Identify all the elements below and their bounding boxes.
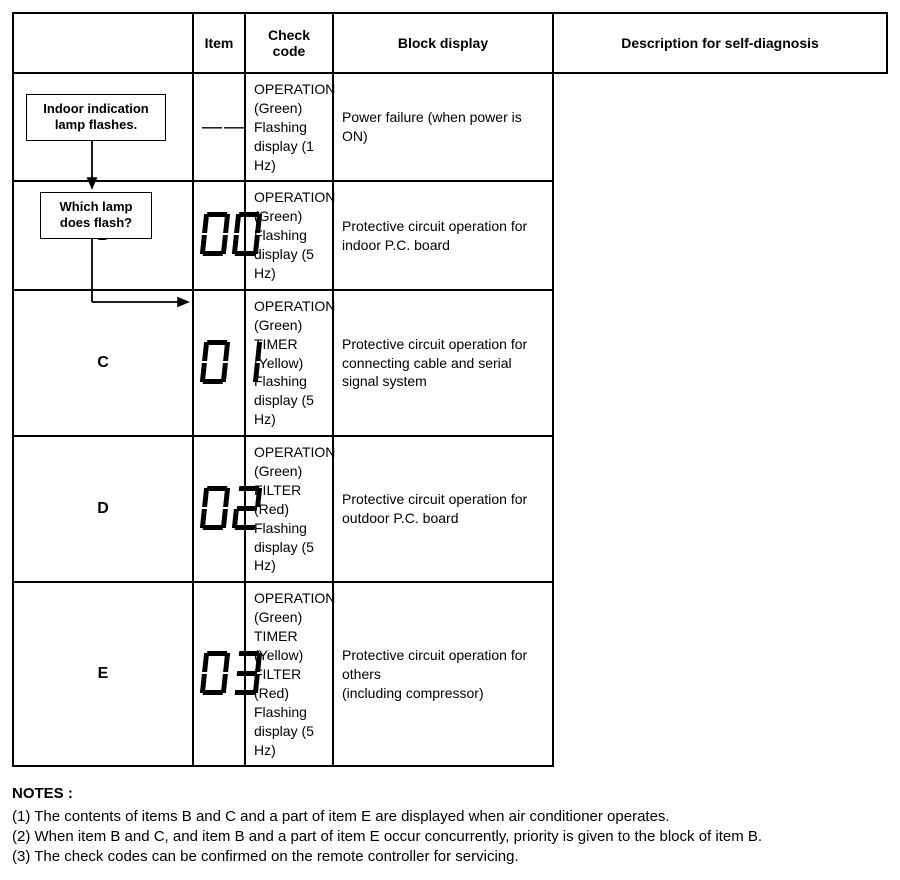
seg-digits	[200, 212, 263, 256]
check-code	[193, 181, 245, 289]
description: Protective circuit operation for indoor …	[333, 181, 553, 289]
item-label: E	[13, 582, 193, 766]
table-row: E OPERATION (Green)TIMER (Yellow)FILTER …	[13, 582, 887, 766]
code-dash: ——	[202, 116, 246, 138]
col-item: Item	[193, 13, 245, 73]
block-display: OPERATION (Green)Flashing display (1 Hz)	[245, 73, 333, 181]
diagnosis-table-wrap: Indoor indicationlamp flashes. Which lam…	[12, 12, 888, 865]
check-code	[193, 582, 245, 766]
description: Protective circuit operation for others(…	[333, 582, 553, 766]
seg-digits	[200, 651, 263, 695]
description: Protective circuit operation for outdoor…	[333, 436, 553, 582]
note-line: (2) When item B and C, and item B and a …	[12, 828, 888, 845]
notes-section: NOTES : (1) The contents of items B and …	[12, 785, 888, 865]
note-line: (3) The check codes can be confirmed on …	[12, 848, 888, 865]
seg-digits	[200, 340, 263, 384]
check-code	[193, 290, 245, 436]
flow-box-which-lamp: Which lampdoes flash?	[40, 192, 152, 239]
seg-digits	[200, 486, 263, 530]
col-block-display: Block display	[333, 13, 553, 73]
flowchart-cell: Indoor indicationlamp flashes. Which lam…	[13, 13, 193, 73]
header-row: Indoor indicationlamp flashes. Which lam…	[13, 13, 887, 73]
diagnosis-table: Indoor indicationlamp flashes. Which lam…	[12, 12, 888, 767]
note-line: (1) The contents of items B and C and a …	[12, 808, 888, 825]
col-check-code: Checkcode	[245, 13, 333, 73]
description: Power failure (when power is ON)	[333, 73, 553, 181]
check-code	[193, 436, 245, 582]
notes-title: NOTES :	[12, 785, 888, 802]
check-code: ——	[193, 73, 245, 181]
col-description: Description for self-diagnosis	[553, 13, 887, 73]
flow-box-indication: Indoor indicationlamp flashes.	[26, 94, 166, 141]
description: Protective circuit operation for connect…	[333, 290, 553, 436]
